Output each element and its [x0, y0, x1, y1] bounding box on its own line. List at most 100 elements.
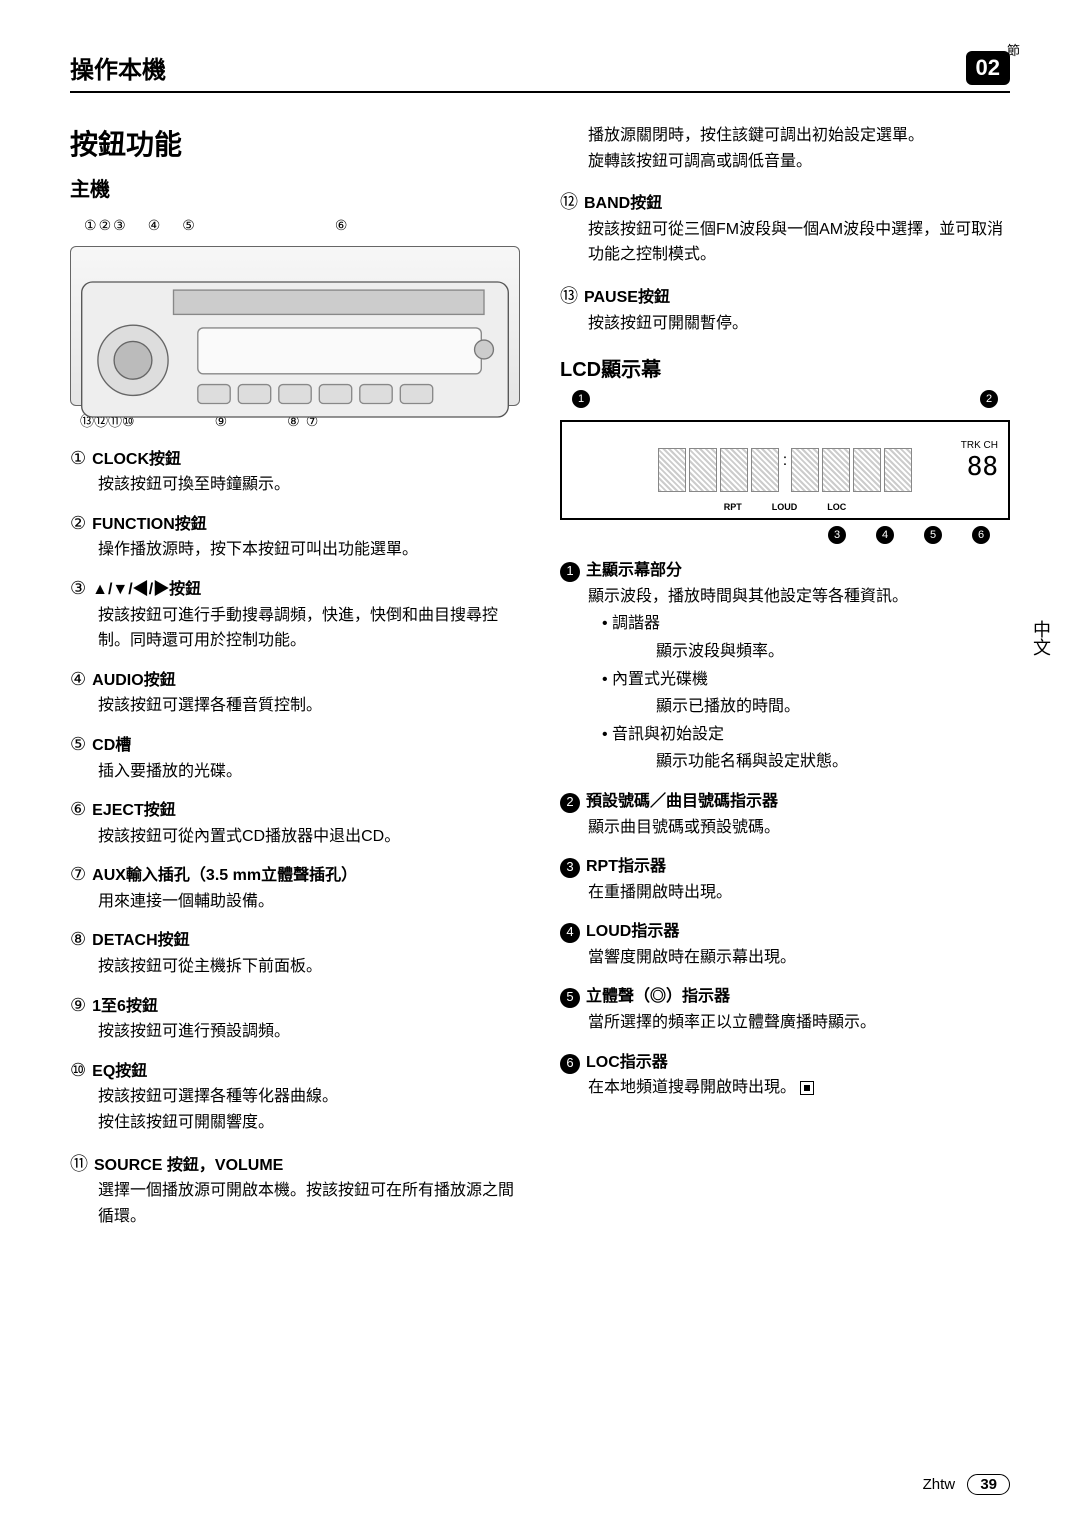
item-title: DETACH按鈕	[92, 932, 189, 949]
item-heading: 1 主顯示幕部分	[560, 558, 1010, 584]
callout-top: ③	[113, 214, 126, 236]
footer-lang: Zhtw	[923, 1476, 956, 1493]
item-number: 6	[560, 1054, 580, 1074]
lcd-callouts-top: 1 2	[560, 390, 1010, 408]
item-number: ⑥	[70, 799, 86, 820]
item-number: ⑩	[70, 1060, 86, 1081]
lcd-diagram: : TRK CH 88 RPT LOUD LOC	[560, 420, 1010, 520]
definition-item: ⑨1至6按鈕按該按鈕可進行預設調頻。	[70, 994, 520, 1045]
item-title: 主顯示幕部分	[586, 562, 682, 579]
definition-item: ⑫BAND按鈕按該按鈕可從三個FM波段與一個AM波段中選擇，並可取消功能之控制模…	[560, 188, 1010, 268]
item-body-text: 按住該按鈕可開關響度。	[98, 1110, 520, 1136]
definition-item: ⑦AUX輸入插孔（3.5 mm立體聲插孔）用來連接一個輔助設備。	[70, 863, 520, 914]
item-number: 4	[560, 923, 580, 943]
item-heading: ⑦AUX輸入插孔（3.5 mm立體聲插孔）	[70, 863, 520, 889]
item-heading: ⑥EJECT按鈕	[70, 798, 520, 824]
item-heading: ⑪ SOURCE 按鈕，VOLUME	[70, 1150, 520, 1179]
lcd-title: LCD顯示幕	[560, 354, 1010, 386]
definition-item: 3 RPT指示器在重播開啟時出現。	[560, 854, 1010, 905]
item-heading: ① CLOCK按鈕	[70, 447, 520, 473]
head-unit-diagram	[70, 246, 520, 406]
item-heading: 6 LOC指示器	[560, 1050, 1010, 1076]
definition-item: ⑧ DETACH按鈕按該按鈕可從主機拆下前面板。	[70, 928, 520, 979]
item-heading: 3 RPT指示器	[560, 854, 1010, 880]
section-subtitle: 主機	[70, 174, 520, 206]
item-body-text: 按該按鈕可進行預設調頻。	[98, 1019, 520, 1045]
item-body-text: 按該按鈕可從主機拆下前面板。	[98, 954, 520, 980]
callout-top: ④	[148, 214, 161, 236]
item-title: LOC指示器	[586, 1054, 668, 1071]
item-title: SOURCE 按鈕，VOLUME	[94, 1157, 283, 1174]
lcd-label-rpt: RPT	[724, 500, 742, 514]
item-number: 3	[560, 858, 580, 878]
page-header: 操作本機 02	[70, 50, 1010, 93]
lcd-label-loc: LOC	[827, 500, 846, 514]
lcd-label-loud: LOUD	[772, 500, 798, 514]
callout-top: ⑤	[182, 214, 195, 236]
item-heading: ⑤CD槽	[70, 733, 520, 759]
item-body-text: 在本地頻道搜尋開啟時出現。	[588, 1075, 1010, 1101]
item-title: AUDIO按鈕	[92, 672, 176, 689]
definition-item: 1 主顯示幕部分顯示波段，播放時間與其他設定等各種資訊。調諧器顯示波段與頻率。內置…	[560, 558, 1010, 775]
item-body-text: 按該按鈕可進行手動搜尋調頻，快進，快倒和曲目搜尋控制。同時還可用於控制功能。	[98, 603, 520, 654]
item-heading: ⑧ DETACH按鈕	[70, 928, 520, 954]
item-number: ③	[70, 578, 86, 599]
item-number: ①	[70, 448, 86, 469]
item-heading: 2預設號碼／曲目號碼指示器	[560, 789, 1010, 815]
item-body-text: 顯示曲目號碼或預設號碼。	[588, 815, 1010, 841]
item-body-text: 按該按鈕可選擇各種等化器曲線。	[98, 1084, 520, 1110]
item-body-text: 插入要播放的光碟。	[98, 759, 520, 785]
definition-item: ①CLOCK按鈕按該按鈕可換至時鐘顯示。	[70, 447, 520, 498]
item-body-text: 選擇一個播放源可開啟本機。按該按鈕可在所有播放源之間循環。	[98, 1178, 520, 1229]
page-footer: Zhtw 39	[923, 1476, 1010, 1493]
item-title: PAUSE按鈕	[584, 289, 670, 306]
chapter-badge: 02	[966, 51, 1010, 85]
item-number: 1	[560, 562, 580, 582]
item-heading: ②FUNCTION按鈕	[70, 512, 520, 538]
language-side-tab: 中文	[1028, 620, 1054, 656]
item-number: ⑪	[70, 1150, 88, 1176]
definition-item: 5立體聲（◎）指示器當所選擇的頻率正以立體聲廣播時顯示。	[560, 984, 1010, 1035]
item-title: ▲/▼/◀/▶按鈕	[92, 581, 201, 598]
item-number: ⑧	[70, 929, 86, 950]
definition-item: ⑩ EQ按鈕按該按鈕可選擇各種等化器曲線。按住該按鈕可開關響度。	[70, 1059, 520, 1136]
item-body-text: 當所選擇的頻率正以立體聲廣播時顯示。	[588, 1010, 1010, 1036]
header-title: 操作本機	[70, 50, 966, 85]
definition-item: ⑬PAUSE按鈕按該按鈕可開關暫停。	[560, 282, 1010, 336]
bullet-item: 音訊與初始設定	[602, 722, 1010, 748]
item-title: 立體聲（◎）指示器	[586, 988, 730, 1005]
item-title: BAND按鈕	[584, 195, 662, 212]
item-body-text: 按該按鈕可從三個FM波段與一個AM波段中選擇，並可取消功能之控制模式。	[588, 217, 1010, 268]
section-title: 按鈕功能	[70, 123, 520, 168]
item-number: ⑤	[70, 734, 86, 755]
item-title: EQ按鈕	[92, 1063, 147, 1080]
diagram-callouts-top: ①②③④⑤ ⑥	[70, 214, 520, 236]
lcd-callouts-bottom: 3 4 5 6	[560, 526, 1010, 544]
item-title: CLOCK按鈕	[92, 451, 181, 468]
item-heading: ⑩ EQ按鈕	[70, 1059, 520, 1085]
item-number: ⑬	[560, 282, 578, 308]
item-body-text: 在重播開啟時出現。	[588, 880, 1010, 906]
item-number: ②	[70, 513, 86, 534]
definition-item: 2預設號碼／曲目號碼指示器顯示曲目號碼或預設號碼。	[560, 789, 1010, 840]
item-title: AUX輸入插孔（3.5 mm立體聲插孔）	[92, 867, 357, 884]
lcd-small-label: TRK CH	[961, 440, 998, 452]
callout-top: ①	[84, 214, 97, 236]
item-body-text: 當響度開啟時在顯示幕出現。	[588, 945, 1010, 971]
left-column: 按鈕功能 主機 ①②③④⑤⑥ ⑬⑫⑪⑩⑨⑧⑦ ①CLOCK按鈕按該按鈕可換至時鐘…	[70, 123, 520, 1233]
footer-page-number: 39	[967, 1474, 1010, 1495]
right-column: 播放源關閉時，按住該鍵可調出初始設定選單。旋轉該按鈕可調高或調低音量。 ⑫BAN…	[560, 123, 1010, 1233]
callout-top: ②	[99, 214, 112, 236]
item-title: RPT指示器	[586, 858, 666, 875]
item-body-text: 顯示波段，播放時間與其他設定等各種資訊。	[588, 584, 1010, 610]
item-bullets: 調諧器顯示波段與頻率。內置式光碟機顯示已播放的時間。音訊與初始設定顯示功能名稱與…	[602, 611, 1010, 775]
callout-top: ⑥	[335, 214, 348, 236]
item-heading: ⑫BAND按鈕	[560, 188, 1010, 217]
item-number: ⑨	[70, 995, 86, 1016]
definition-item: 4 LOUD指示器當響度開啟時在顯示幕出現。	[560, 919, 1010, 970]
item-title: LOUD指示器	[586, 923, 679, 940]
definition-item: ⑥EJECT按鈕按該按鈕可從內置式CD播放器中退出CD。	[70, 798, 520, 849]
end-mark-icon	[800, 1081, 814, 1095]
continuation-text: 播放源關閉時，按住該鍵可調出初始設定選單。	[588, 123, 1010, 149]
bullet-subtext: 顯示功能名稱與設定狀態。	[656, 749, 1010, 775]
